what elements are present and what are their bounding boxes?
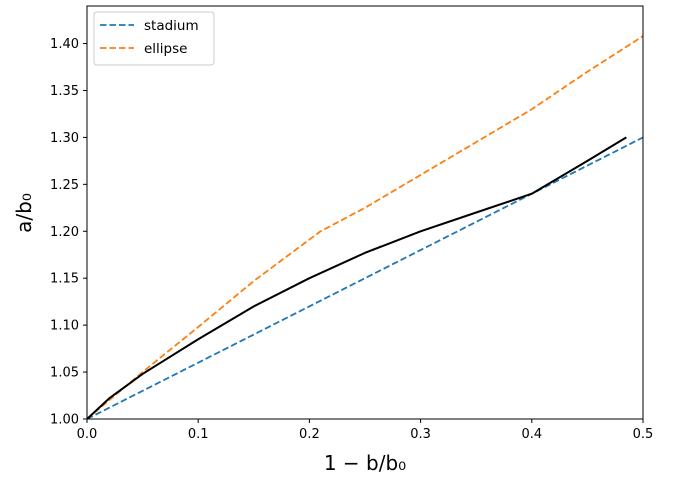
legend-label-ellipse: ellipse xyxy=(144,41,187,57)
x-axis-ticks: 0.0 0.1 0.2 0.3 0.4 0.5 xyxy=(77,419,654,442)
series-line-stadium xyxy=(87,136,643,419)
y-tick-label: 1.05 xyxy=(50,366,79,381)
y-tick-label: 1.10 xyxy=(50,319,79,334)
x-axis-label: 1 − b/b₀ xyxy=(324,451,406,475)
legend-label-stadium: stadium xyxy=(144,18,199,34)
y-tick-label: 1.20 xyxy=(50,225,79,240)
y-axis-label: a/b₀ xyxy=(12,193,36,233)
x-tick-label: 0.1 xyxy=(188,427,209,442)
y-axis-ticks: 1.00 1.05 1.10 1.15 1.20 1.25 1.30 1.35 1.40 xyxy=(50,37,87,428)
plot-frame xyxy=(86,5,644,420)
series-line-series-3 xyxy=(87,136,627,419)
y-tick-label: 1.35 xyxy=(50,84,79,99)
x-tick-label: 0.3 xyxy=(410,427,431,442)
y-tick-label: 1.25 xyxy=(50,178,79,193)
y-tick-label: 1.00 xyxy=(50,413,79,428)
y-tick-label: 1.15 xyxy=(50,272,79,287)
plot-lines xyxy=(87,35,643,419)
legend: stadium ellipse xyxy=(93,11,215,66)
y-axis-label-text: a/b₀ xyxy=(12,193,36,233)
x-tick-label: 0.5 xyxy=(633,427,654,442)
series-line-ellipse xyxy=(87,35,643,419)
x-tick-label: 0.2 xyxy=(299,427,320,442)
y-tick-label: 1.40 xyxy=(50,37,79,52)
y-tick-label: 1.30 xyxy=(50,131,79,146)
x-tick-label: 0.4 xyxy=(521,427,542,442)
x-tick-label: 0.0 xyxy=(77,427,98,442)
x-axis-label-text: 1 − b/b₀ xyxy=(324,451,406,475)
